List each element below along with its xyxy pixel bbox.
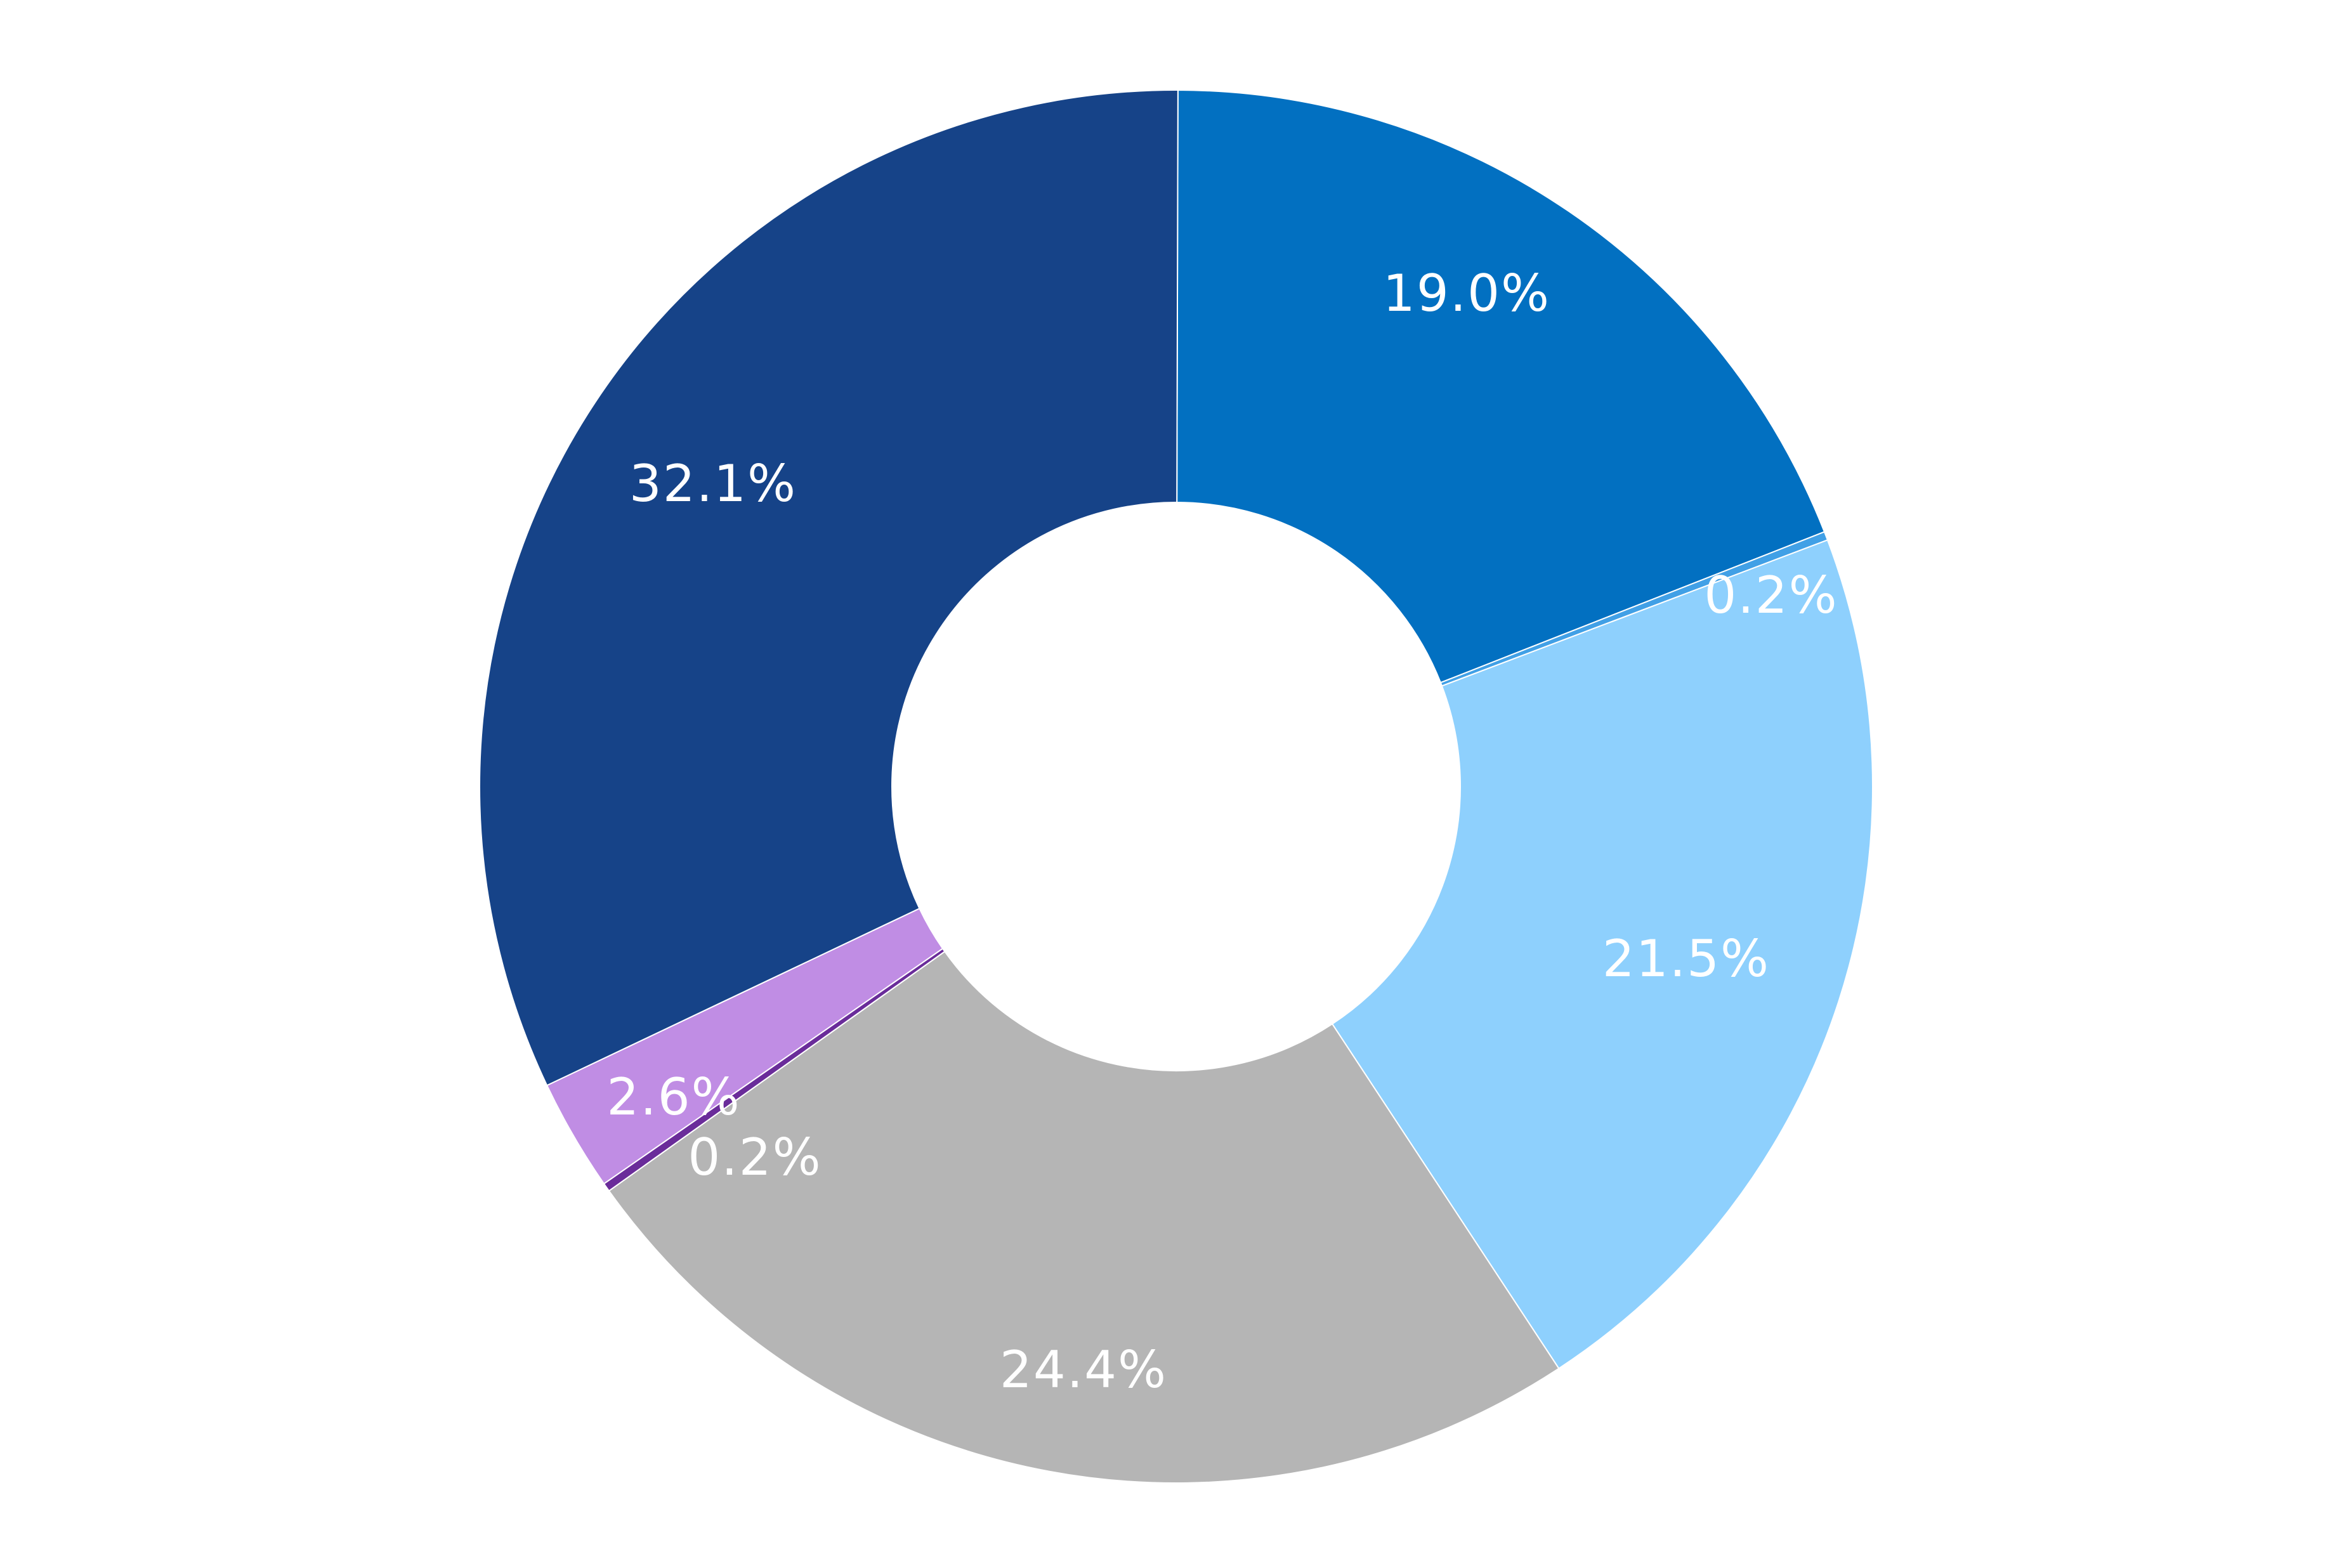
donut-slice-3 — [1331, 539, 1873, 1369]
data-label-3: 21.5% — [1602, 929, 1770, 988]
labels-layer: 19.0%0.2%21.5%24.4%0.2%2.6%32.1% — [606, 264, 1838, 1399]
data-label-1: 19.0% — [1383, 264, 1550, 323]
slices-layer — [479, 89, 1873, 1484]
donut-slice-4 — [608, 950, 1560, 1484]
data-label-5: 0.2% — [688, 1128, 822, 1187]
data-label-6: 2.6% — [606, 1068, 740, 1127]
data-label-4: 24.4% — [1000, 1340, 1167, 1399]
data-label-7: 32.1% — [629, 454, 797, 513]
data-label-2: 0.2% — [1704, 566, 1838, 625]
donut-slice-1 — [1176, 89, 1826, 684]
donut-slice-7 — [479, 89, 1179, 1087]
